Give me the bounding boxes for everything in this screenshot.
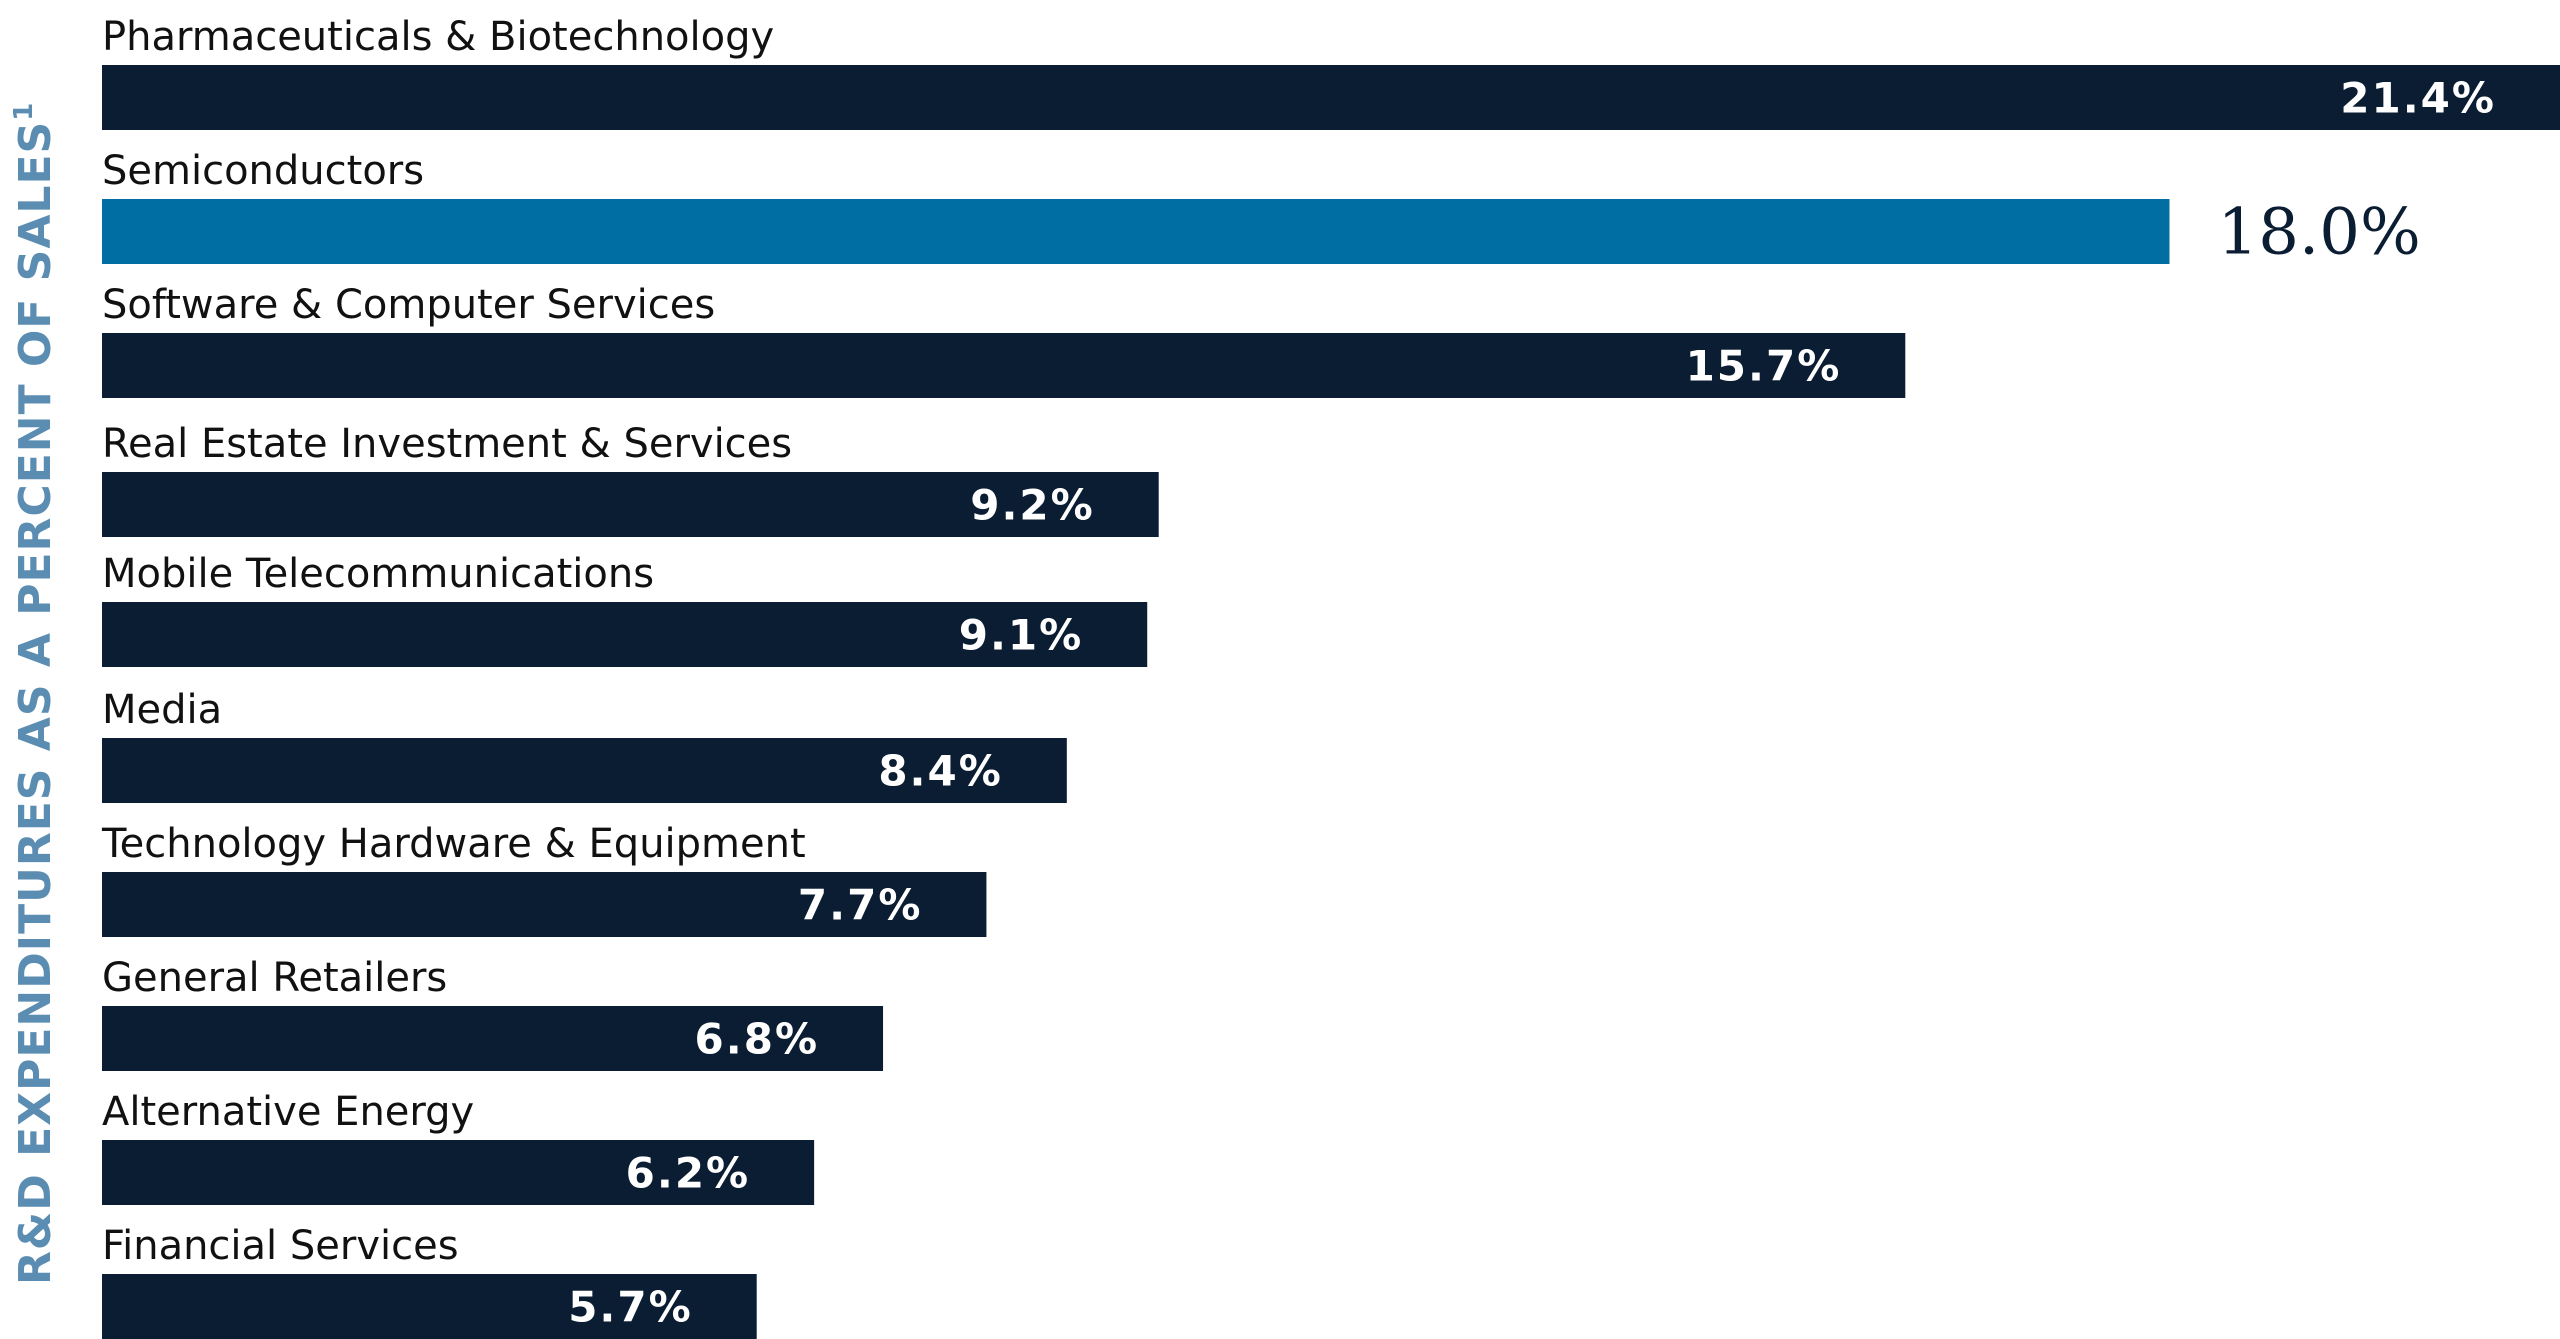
category-label: General Retailers <box>102 955 447 1001</box>
category-label: Technology Hardware & Equipment <box>101 821 806 867</box>
category-label: Alternative Energy <box>102 1089 474 1135</box>
bar-highlighted <box>102 199 2170 264</box>
bar <box>102 333 1906 398</box>
value-label: 6.2% <box>626 1149 750 1198</box>
y-axis-label: R&D EXPENDITURES AS A PERCENT OF SALES1 <box>9 102 61 1285</box>
value-label: 9.1% <box>959 611 1083 660</box>
y-axis-label-text: R&D EXPENDITURES AS A PERCENT OF SALES <box>10 121 61 1285</box>
y-axis-label-footnote: 1 <box>9 102 39 121</box>
category-label: Real Estate Investment & Services <box>102 421 792 467</box>
value-label: 15.7% <box>1686 342 1842 391</box>
bar <box>102 1140 815 1205</box>
bars-group: Pharmaceuticals & Biotechnology 21.4% Semi… <box>101 14 2560 1339</box>
bar <box>102 872 987 937</box>
value-label: 8.4% <box>878 747 1002 796</box>
value-label: 9.2% <box>970 481 1094 530</box>
y-axis-label-group: R&D EXPENDITURES AS A PERCENT OF SALES1 <box>9 102 61 1285</box>
value-label: 21.4% <box>2340 74 2496 123</box>
category-label: Media <box>102 687 222 733</box>
category-label: Software & Computer Services <box>102 282 715 328</box>
bar <box>102 602 1148 667</box>
bar <box>102 65 2560 130</box>
category-label: Semiconductors <box>102 148 424 194</box>
category-label: Pharmaceuticals & Biotechnology <box>102 14 774 60</box>
category-label: Financial Services <box>102 1223 459 1269</box>
value-label: 5.7% <box>568 1283 692 1332</box>
value-label: 7.7% <box>798 881 922 930</box>
bar <box>102 1274 757 1339</box>
value-label: 6.8% <box>695 1015 819 1064</box>
value-label-highlighted: 18.0% <box>2217 196 2420 270</box>
bar <box>102 472 1159 537</box>
bar <box>102 738 1067 803</box>
category-label: Mobile Telecommunications <box>102 551 654 597</box>
bar <box>102 1006 884 1071</box>
